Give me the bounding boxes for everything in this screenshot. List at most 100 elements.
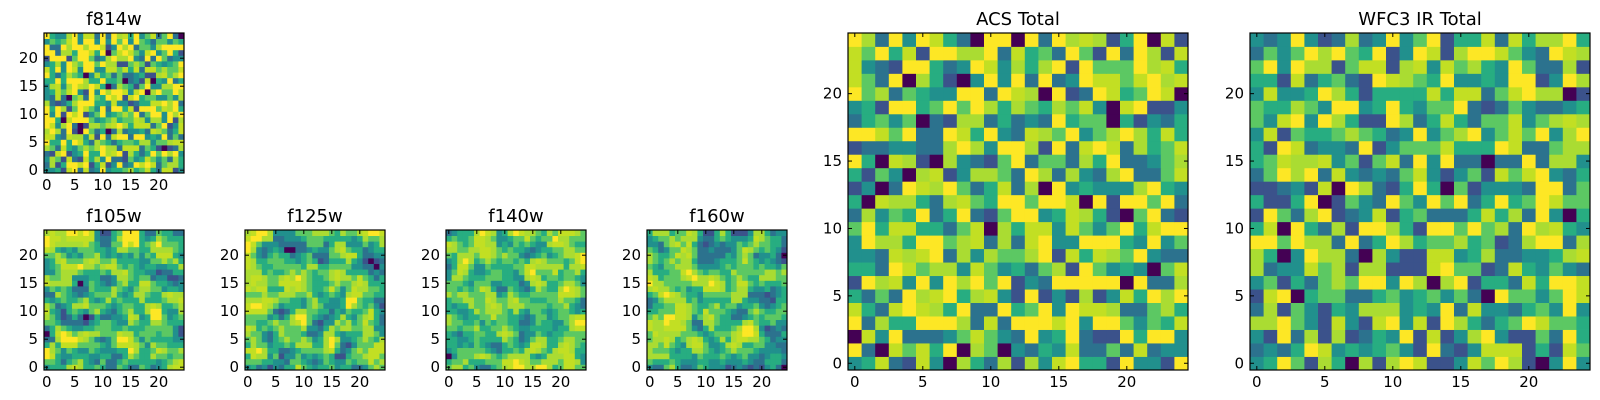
- heatmap-cell: [306, 230, 313, 236]
- heatmap-cell: [1065, 302, 1080, 317]
- heatmap-cell: [133, 167, 140, 174]
- heatmap-cell: [569, 258, 576, 264]
- heatmap-cell: [111, 274, 118, 281]
- heatmap-cell: [278, 302, 285, 309]
- heatmap-cell: [1250, 113, 1264, 128]
- heatmap-cell: [1508, 235, 1523, 250]
- heatmap-cell: [1106, 59, 1121, 74]
- heatmap-cell: [368, 308, 375, 315]
- heatmap-cell: [306, 297, 313, 304]
- heatmap-cell: [943, 248, 958, 263]
- heatmap-cell: [747, 342, 754, 348]
- heatmap-cell: [1454, 127, 1468, 142]
- heatmap-cell: [474, 347, 480, 354]
- heatmap-cell: [518, 230, 525, 236]
- heatmap-cell: [929, 154, 944, 169]
- heatmap-cell: [1549, 356, 1564, 371]
- heatmap-cell: [1160, 356, 1175, 371]
- heatmap-cell: [278, 263, 285, 270]
- heatmap-cell: [524, 325, 531, 332]
- heatmap-cell: [133, 122, 140, 129]
- heatmap-cell: [1038, 59, 1053, 74]
- heatmap-cell: [267, 353, 274, 360]
- heatmap-cell: [1263, 208, 1278, 223]
- heatmap-cell: [49, 274, 56, 281]
- heatmap-cell: [77, 89, 84, 95]
- heatmap-cell: [278, 274, 285, 281]
- heatmap-cell: [507, 319, 514, 326]
- heatmap-cell: [156, 330, 162, 337]
- heatmap-cell: [848, 113, 862, 128]
- heatmap-cell: [60, 336, 67, 343]
- heatmap-cell: [133, 314, 140, 320]
- heatmap-cell: [1065, 181, 1080, 196]
- heatmap-cell: [368, 246, 375, 253]
- heatmap-cell: [652, 269, 659, 276]
- heatmap-cell: [1399, 316, 1414, 330]
- heatmap-cell: [669, 252, 676, 259]
- heatmap-cell: [284, 330, 291, 337]
- heatmap-cell: [1454, 316, 1468, 330]
- heatmap-cell: [267, 286, 274, 292]
- heatmap-cell: [474, 246, 480, 253]
- heatmap-cell: [49, 49, 56, 56]
- heatmap-cell: [105, 358, 112, 365]
- heatmap-cell: [530, 286, 536, 292]
- heatmap-cell: [1079, 289, 1094, 303]
- heatmap-cell: [507, 230, 514, 236]
- heatmap-cell: [652, 280, 659, 287]
- heatmap-cell: [775, 302, 782, 309]
- heatmap-cell: [351, 308, 358, 315]
- heatmap-cell: [1290, 302, 1305, 317]
- heatmap-cell: [351, 258, 358, 264]
- heatmap-cell: [1106, 100, 1121, 115]
- heatmap-cell: [647, 302, 653, 309]
- heatmap-cell: [72, 302, 78, 309]
- heatmap-cell: [1562, 356, 1577, 371]
- heatmap-cell: [329, 291, 335, 298]
- heatmap-cell: [312, 286, 319, 292]
- heatmap-cell: [742, 246, 749, 253]
- heatmap-cell: [1024, 221, 1039, 236]
- heatmap-cell: [781, 274, 788, 281]
- heatmap-cell: [167, 241, 174, 248]
- heatmap-cell: [1011, 181, 1026, 196]
- heatmap-cell: [770, 358, 777, 365]
- heatmap-cell: [44, 38, 50, 45]
- heatmap-cell: [1562, 194, 1577, 209]
- heatmap-cell: [781, 291, 788, 298]
- heatmap-cell: [278, 342, 285, 348]
- heatmap-cell: [60, 100, 67, 107]
- heatmap-cell: [759, 291, 765, 298]
- heatmap-cell: [725, 280, 732, 287]
- heatmap-cell: [1120, 113, 1134, 128]
- heatmap-cell: [524, 269, 531, 276]
- heatmap-cell: [161, 241, 168, 248]
- heatmap-cell: [150, 319, 157, 326]
- heatmap-cell: [474, 297, 480, 304]
- heatmap-cell: [167, 100, 174, 107]
- heatmap-cell: [267, 347, 274, 354]
- heatmap-cell: [1290, 235, 1305, 250]
- heatmap-cell: [72, 342, 78, 348]
- heatmap-cell: [144, 83, 151, 90]
- heatmap-cell: [133, 100, 140, 107]
- heatmap-cell: [1413, 356, 1428, 371]
- heatmap-cell: [1263, 127, 1278, 142]
- heatmap-cell: [72, 358, 78, 365]
- heatmap-cell: [172, 139, 179, 146]
- heatmap-cell: [100, 111, 106, 118]
- heatmap-cell: [312, 235, 319, 242]
- heatmap-cell: [457, 358, 464, 365]
- heatmap-cell: [139, 83, 146, 90]
- heatmap-cell: [250, 274, 257, 281]
- heatmap-cell: [60, 263, 67, 270]
- heatmap-cell: [144, 33, 151, 39]
- heatmap-cell: [72, 291, 78, 298]
- heatmap-cell: [72, 150, 78, 157]
- heatmap-cell: [731, 258, 737, 264]
- heatmap-cell: [742, 358, 749, 365]
- heatmap-cell: [1467, 302, 1482, 317]
- heatmap-cell: [133, 235, 140, 242]
- heatmap-cell: [1467, 59, 1482, 74]
